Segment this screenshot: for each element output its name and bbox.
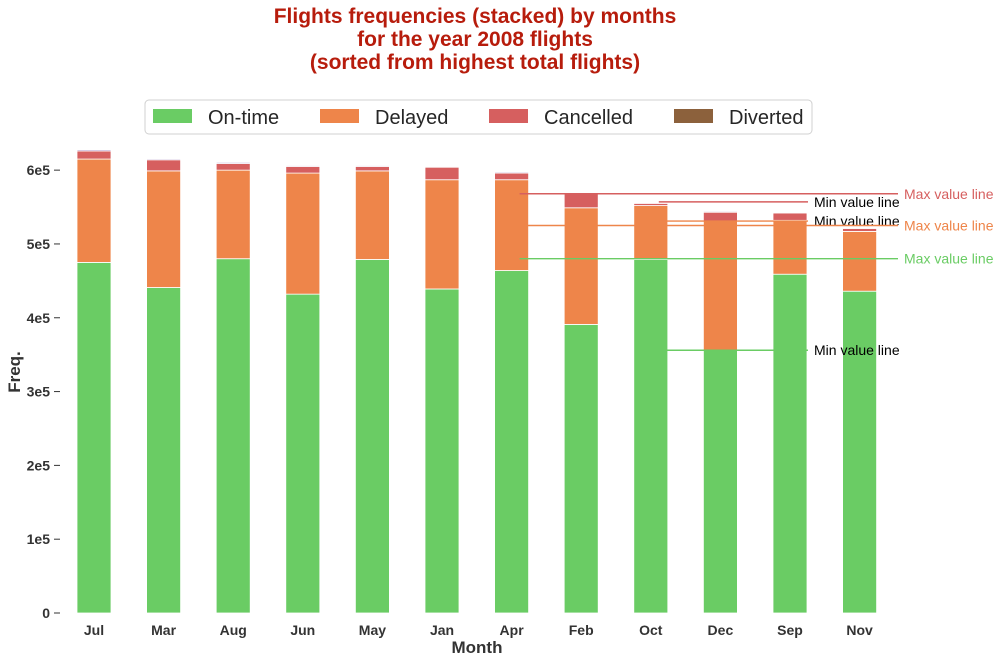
bar-segment xyxy=(563,324,599,614)
bar-segment xyxy=(703,349,738,614)
x-tick-label: May xyxy=(359,622,386,638)
bar-segment xyxy=(146,159,182,172)
bar-segment xyxy=(215,163,251,171)
bar-segment xyxy=(842,290,877,614)
legend-swatch xyxy=(153,109,192,123)
legend-label: Delayed xyxy=(375,107,448,129)
x-tick-label: Aug xyxy=(220,622,247,638)
bar-segment xyxy=(563,192,599,209)
bar-segment xyxy=(563,191,599,194)
reference-line-label: Min value line xyxy=(814,194,900,210)
bar-segment xyxy=(354,166,390,172)
x-tick-label: Apr xyxy=(500,622,525,638)
bar-segment xyxy=(285,172,321,295)
y-tick-label: 2e5 xyxy=(27,457,51,473)
chart-title-line: (sorted from highest total flights) xyxy=(310,51,640,74)
x-axis: Jul Mar Aug Jun May Jan Apr Feb Oct Dec Sep Nov xyxy=(84,622,873,638)
x-tick-label: Oct xyxy=(639,622,663,638)
plot-area xyxy=(76,149,877,614)
chart-title: Flights frequencies (stacked) by monthsf… xyxy=(274,5,677,74)
bar-segment xyxy=(76,158,112,263)
bar-segment xyxy=(703,210,738,213)
y-tick-label: 1e5 xyxy=(27,531,51,547)
bar-segment xyxy=(146,158,182,161)
bar-segment xyxy=(76,150,112,160)
x-tick-label: Dec xyxy=(708,622,734,638)
bar-segment xyxy=(842,227,877,229)
bar-segment xyxy=(772,211,808,214)
x-tick-label: Jun xyxy=(290,622,315,638)
legend-swatch xyxy=(320,109,359,123)
bar-segment xyxy=(76,262,112,614)
x-tick-label: Sep xyxy=(777,622,803,638)
legend-label: On-time xyxy=(208,107,279,129)
bar-segment xyxy=(772,212,808,221)
x-tick-label: Jul xyxy=(84,622,104,638)
bar-segment xyxy=(494,270,530,614)
bar-segment xyxy=(772,219,808,275)
bar-segment xyxy=(215,162,251,164)
bar-segment xyxy=(494,171,530,174)
bar-segment xyxy=(354,259,390,614)
bar-segment xyxy=(424,166,460,181)
x-tick-label: Mar xyxy=(151,622,176,638)
bar-segment xyxy=(285,293,321,614)
bar-segment xyxy=(215,258,251,614)
bar-segment xyxy=(285,165,321,167)
x-tick-label: Nov xyxy=(846,622,873,638)
bar-segment xyxy=(494,172,530,181)
y-tick-label: 0 xyxy=(42,605,50,621)
bar-segment xyxy=(215,169,251,260)
reference-line-label: Max value line xyxy=(904,251,994,267)
y-tick-label: 3e5 xyxy=(27,384,51,400)
bar-segment xyxy=(146,170,182,288)
bar-segment xyxy=(772,273,808,614)
bar-segment xyxy=(703,220,738,351)
legend-frame xyxy=(144,99,813,135)
y-tick-label: 6e5 xyxy=(27,162,51,178)
y-axis-label: Freq. xyxy=(5,351,24,393)
legend-label: Diverted xyxy=(729,107,803,129)
bar-segment xyxy=(842,231,877,292)
y-tick-label: 5e5 xyxy=(27,236,51,252)
legend-swatch xyxy=(489,109,528,123)
x-tick-label: Jan xyxy=(430,622,454,638)
bar-segment xyxy=(424,165,460,168)
x-axis-label: Month xyxy=(452,638,503,657)
reference-line-label: Min value line xyxy=(814,213,900,229)
x-tick-label: Feb xyxy=(569,622,594,638)
bar-segment xyxy=(633,205,669,260)
bar-segment xyxy=(146,287,182,614)
bar-segment xyxy=(633,259,669,614)
bar-segment xyxy=(354,165,390,167)
chart-title-line: for the year 2008 flights xyxy=(357,28,593,51)
bar-segment xyxy=(424,179,460,290)
bar-segment xyxy=(424,288,460,614)
legend-swatch xyxy=(674,109,713,123)
chart-title-line: Flights frequencies (stacked) by months xyxy=(274,5,677,28)
y-tick-label: 4e5 xyxy=(27,310,51,326)
legend-label: Cancelled xyxy=(544,107,633,129)
reference-line-label: Max value line xyxy=(904,186,994,202)
bar-segment xyxy=(354,170,390,260)
bar-segment xyxy=(703,211,738,222)
reference-line-label: Max value line xyxy=(904,218,994,234)
bar-segment xyxy=(633,202,669,204)
bar-segment xyxy=(76,149,112,152)
legend: On-time Delayed Cancelled Diverted xyxy=(144,99,813,135)
reference-line-label: Min value line xyxy=(814,342,900,358)
y-axis: 0 1e5 2e5 3e5 4e5 5e5 6e5 xyxy=(27,162,60,621)
bar-segment xyxy=(285,166,321,174)
